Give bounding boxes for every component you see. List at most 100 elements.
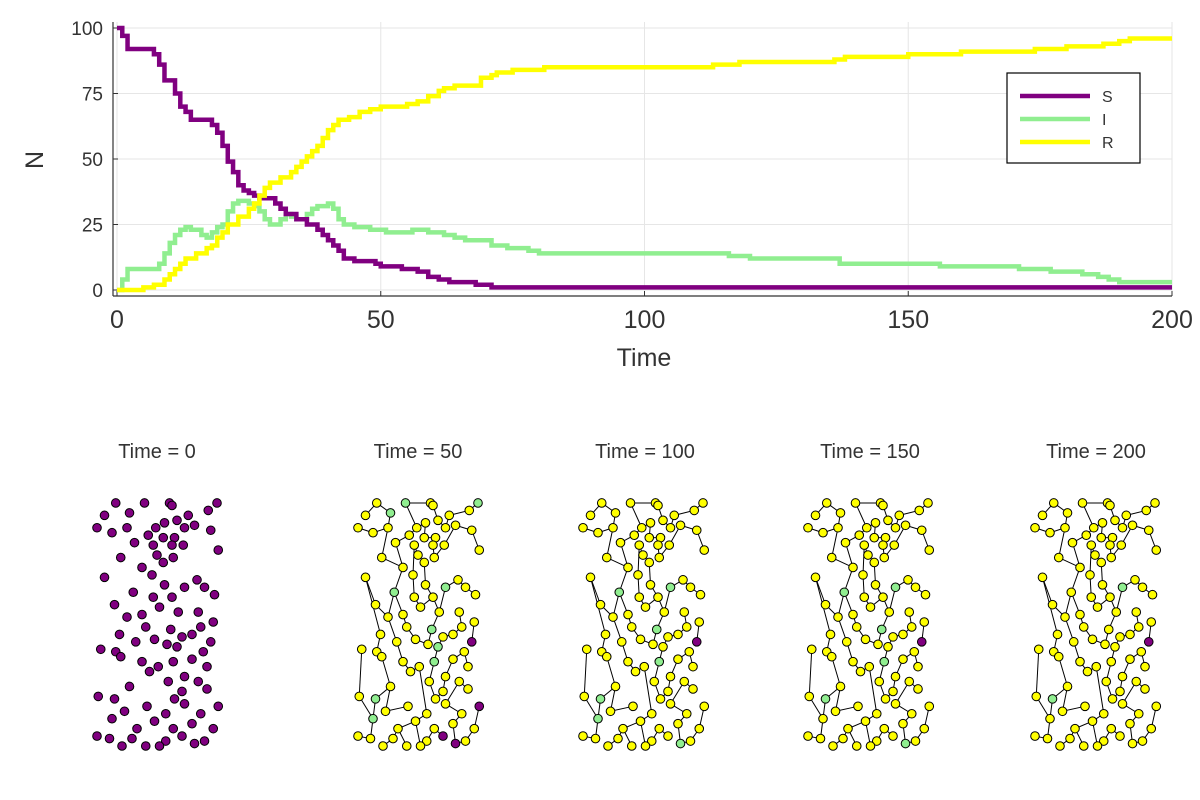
node-S bbox=[199, 582, 210, 593]
node-R bbox=[428, 592, 438, 603]
node-S bbox=[160, 736, 171, 746]
node-R bbox=[695, 589, 706, 600]
node-R bbox=[1090, 550, 1100, 560]
node-R bbox=[383, 612, 393, 622]
node-R bbox=[353, 731, 363, 741]
node-R bbox=[679, 676, 690, 687]
y-tick-label: 50 bbox=[82, 150, 103, 171]
edge bbox=[1058, 656, 1068, 687]
node-R bbox=[888, 686, 898, 697]
node-R bbox=[438, 632, 448, 642]
node-R bbox=[898, 629, 908, 640]
node-I bbox=[900, 738, 911, 749]
node-R bbox=[474, 545, 485, 555]
node-R bbox=[1116, 540, 1127, 550]
node-S bbox=[179, 522, 190, 533]
node-R bbox=[448, 629, 458, 640]
node-R bbox=[644, 557, 655, 568]
x-axis-label: Time bbox=[617, 344, 672, 372]
node-S bbox=[195, 622, 206, 632]
node-S bbox=[213, 701, 224, 712]
node-S bbox=[140, 622, 151, 632]
node-R bbox=[463, 684, 473, 694]
edge bbox=[381, 656, 391, 687]
node-S bbox=[199, 736, 210, 746]
node-R bbox=[585, 572, 596, 583]
node-R bbox=[603, 741, 613, 751]
node-R bbox=[1045, 527, 1055, 538]
node-R bbox=[1098, 736, 1109, 746]
node-S bbox=[99, 572, 110, 583]
node-R bbox=[456, 622, 467, 632]
node-S bbox=[165, 624, 176, 635]
node-S bbox=[117, 741, 127, 751]
node-R bbox=[838, 733, 848, 744]
node-R bbox=[1031, 691, 1042, 702]
node-R bbox=[1092, 602, 1103, 612]
node-R bbox=[810, 510, 821, 521]
node-I bbox=[651, 624, 662, 635]
series-lines bbox=[117, 25, 1172, 293]
node-R bbox=[883, 642, 893, 652]
node-R bbox=[434, 607, 445, 617]
node-S bbox=[147, 570, 157, 580]
node-R bbox=[1055, 741, 1065, 751]
node-R bbox=[1085, 570, 1095, 580]
node-R bbox=[890, 522, 901, 533]
node-S bbox=[205, 637, 216, 647]
node-S bbox=[202, 684, 212, 694]
node-R bbox=[681, 708, 692, 719]
node-S bbox=[139, 498, 150, 508]
x-tick-label: 0 bbox=[110, 306, 124, 334]
node-R bbox=[635, 634, 646, 645]
node-R bbox=[663, 686, 673, 697]
node-R bbox=[1130, 575, 1140, 585]
node-R bbox=[1146, 723, 1157, 734]
node-R bbox=[874, 676, 885, 687]
node-S bbox=[128, 587, 139, 598]
node-R bbox=[401, 741, 412, 751]
edge bbox=[418, 666, 428, 714]
node-R bbox=[634, 540, 645, 550]
node-R bbox=[1042, 733, 1053, 744]
node-R bbox=[581, 644, 592, 655]
node-R bbox=[635, 716, 646, 727]
node-R bbox=[590, 733, 601, 744]
node-R bbox=[1030, 522, 1040, 533]
node-R bbox=[421, 736, 432, 746]
series-R-line bbox=[117, 36, 1172, 293]
node-S bbox=[148, 540, 159, 550]
node-S bbox=[177, 632, 187, 642]
node-R bbox=[835, 508, 846, 518]
node-R bbox=[1068, 637, 1079, 647]
node-R bbox=[861, 522, 872, 533]
node-R bbox=[1146, 617, 1157, 627]
node-R bbox=[1106, 723, 1117, 734]
node-R bbox=[1067, 537, 1078, 548]
node-R bbox=[460, 736, 471, 746]
node-R bbox=[638, 550, 648, 560]
node-S bbox=[159, 580, 170, 590]
node-R bbox=[665, 671, 676, 682]
node-R bbox=[354, 691, 365, 702]
node-R bbox=[694, 617, 705, 627]
node-R bbox=[835, 681, 846, 692]
node-R bbox=[919, 617, 930, 627]
node-S bbox=[130, 637, 141, 647]
node-R bbox=[409, 540, 420, 550]
node-R bbox=[913, 684, 923, 694]
node-S bbox=[150, 522, 161, 533]
node-R bbox=[691, 525, 702, 536]
node-R bbox=[1103, 624, 1114, 635]
node-R bbox=[1075, 656, 1085, 667]
node-R bbox=[818, 527, 828, 538]
node-R bbox=[1057, 706, 1068, 717]
node-R bbox=[664, 540, 675, 550]
node-R bbox=[653, 540, 663, 550]
node-R bbox=[826, 552, 837, 563]
node-S bbox=[203, 505, 214, 516]
node-R bbox=[605, 706, 616, 717]
node-R bbox=[673, 629, 683, 640]
node-R bbox=[420, 518, 431, 528]
chart-axes bbox=[112, 22, 1173, 297]
